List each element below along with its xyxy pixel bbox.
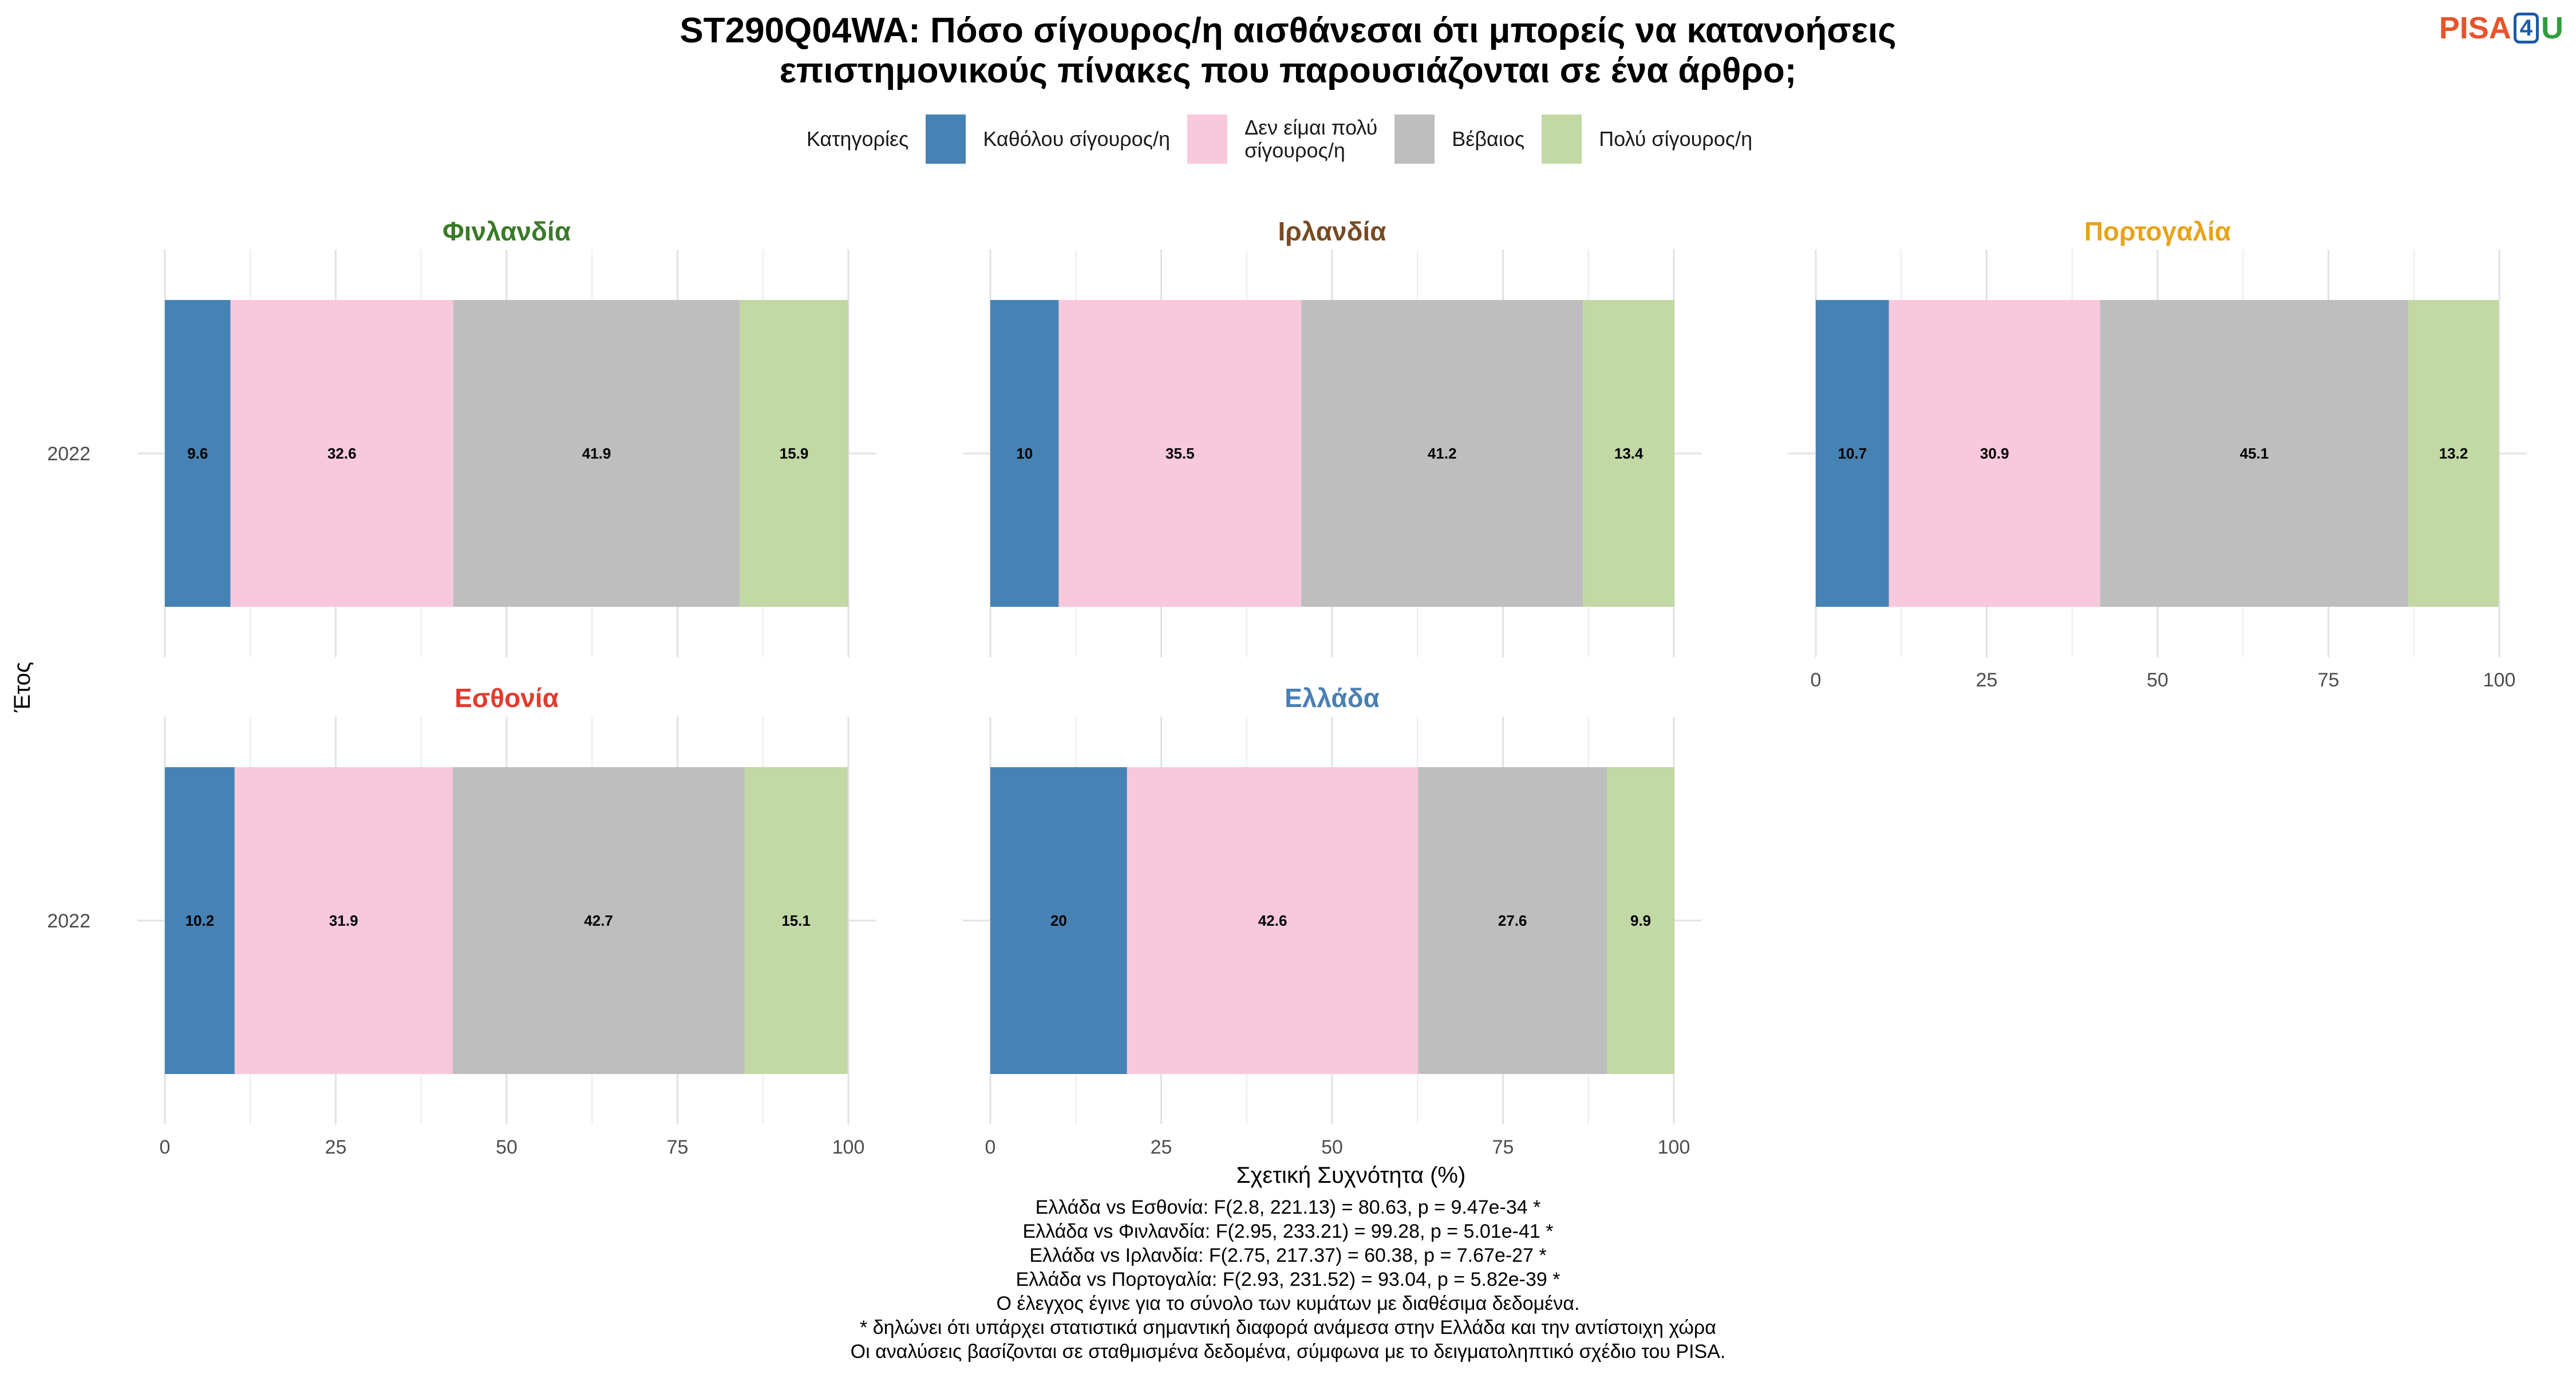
data-label: 45.1 [2240, 445, 2269, 462]
footnote-line: Οι αναλύσεις βασίζονται σε σταθμισμένα δ… [850, 1341, 1726, 1363]
legend-label: Βέβαιος [1452, 127, 1525, 151]
legend-label: Πολύ σίγουρος/η [1599, 127, 1753, 151]
bar-segment [1888, 300, 2100, 607]
data-label: 10 [1016, 445, 1033, 462]
data-label: 20 [1050, 912, 1067, 929]
data-label: 41.9 [582, 445, 611, 462]
data-label: 10.7 [1838, 445, 1867, 462]
legend-swatch [1394, 114, 1435, 164]
facet-panel: Εσθονία 10.2 31.9 42.7 15.1 2022 0 25 50 75 100 [47, 683, 876, 1158]
x-tick-label: 0 [160, 1136, 171, 1158]
footnote-line: Ελλάδα vs Φινλανδία: F(2.95, 233.21) = 9… [1022, 1221, 1554, 1242]
data-label: 13.2 [2439, 445, 2468, 462]
data-label: 27.6 [1498, 912, 1527, 929]
legend-item: Βέβαιος [1394, 114, 1524, 164]
bar-segment [165, 300, 231, 607]
bar-segment [1058, 300, 1302, 607]
legend-swatch [1542, 114, 1582, 164]
x-tick-label: 75 [2318, 669, 2340, 691]
footnote-line: Ελλάδα vs Ιρλανδία: F(2.75, 217.37) = 60… [1029, 1245, 1547, 1266]
footnote-line: Ελλάδα vs Πορτογαλία: F(2.93, 231.52) = … [1016, 1269, 1560, 1290]
bar-segment [740, 300, 848, 607]
data-label: 9.9 [1630, 912, 1651, 929]
footnote-line: * δηλώνει ότι υπάρχει στατιστικά σημαντι… [860, 1317, 1716, 1339]
facet-title: Πορτογαλία [2084, 216, 2231, 246]
footnote-line: Ο έλεγχος έγινε για το σύνολο των κυμάτω… [996, 1293, 1580, 1314]
logo-u-text: U [2541, 11, 2563, 45]
x-tick-label: 100 [832, 1136, 865, 1158]
bar-segment [165, 767, 235, 1074]
facet-title: Φινλανδία [442, 216, 571, 246]
bar-segment [230, 300, 453, 607]
data-label: 9.6 [187, 445, 208, 462]
legend-title: Κατηγορίες [806, 127, 909, 151]
bar-segment [1418, 767, 1607, 1074]
data-label: 42.7 [584, 912, 613, 929]
legend-item: Δεν είμαι πολύ σίγουρος/η [1187, 114, 1377, 164]
bar-segment [1127, 767, 1419, 1074]
x-tick-label: 25 [325, 1136, 347, 1158]
x-tick-label: 100 [1658, 1136, 1690, 1158]
chart-title-line-2: επιστημονικούς πίνακες που παρουσιάζοντα… [779, 51, 1797, 90]
x-tick-label: 75 [667, 1136, 689, 1158]
facet-title: Ελλάδα [1285, 683, 1380, 713]
x-tick-label: 25 [1151, 1136, 1172, 1158]
y-axis-title: Έτος [10, 662, 35, 713]
legend-item: Πολύ σίγουρος/η [1542, 114, 1752, 164]
x-tick-label: 50 [2147, 669, 2168, 691]
bar-segment [234, 767, 453, 1074]
bar-segment [1583, 300, 1675, 607]
bar-segment [990, 767, 1127, 1074]
footnotes: Ελλάδα vs Εσθονία: F(2.8, 221.13) = 80.6… [0, 1195, 2576, 1364]
bar-segment [2100, 300, 2409, 607]
bar-segment [1301, 300, 1583, 607]
data-label: 31.9 [329, 912, 358, 929]
facet-panel: Φινλανδία 9.6 32.6 41.9 15.9 2022 [47, 216, 876, 657]
bar-segment [990, 300, 1059, 607]
legend-label: Δεν είμαι πολύ σίγουρος/η [1244, 116, 1378, 162]
data-label: 32.6 [327, 445, 357, 462]
data-label: 15.1 [781, 912, 811, 929]
legend: Κατηγορίες Καθόλου σίγουρος/η Δεν είμαι π… [0, 114, 2576, 164]
facet-title: Ιρλανδία [1278, 216, 1386, 246]
logo-pisa-text: PISA [2439, 11, 2511, 45]
bar-segment [1816, 300, 1889, 607]
x-tick-label: 50 [1321, 1136, 1343, 1158]
bar-segment [452, 767, 745, 1074]
chart-title-line-1: ST290Q04WA: Πόσο σίγουρος/η αισθάνεσαι ό… [679, 11, 1897, 50]
facet-panel: Πορτογαλία 10.7 30.9 45.1 13.2 0 25 50 75 100 [1788, 216, 2527, 691]
facet-panel: Ιρλανδία 10 35.5 41.2 13.4 [963, 216, 1701, 657]
legend-label: Καθόλου σίγουρος/η [983, 127, 1171, 151]
y-tick-label: 2022 [47, 443, 90, 465]
footnote-line: Ελλάδα vs Εσθονία: F(2.8, 221.13) = 80.6… [1035, 1197, 1541, 1218]
pisa4u-logo: PISA 4 U [2439, 10, 2563, 46]
bar-segment [2408, 300, 2499, 607]
data-label: 30.9 [1980, 445, 2009, 462]
bar-segment [744, 767, 848, 1074]
data-label: 10.2 [185, 912, 215, 929]
facet-title: Εσθονία [455, 683, 559, 713]
legend-item: Καθόλου σίγουρος/η [926, 114, 1170, 164]
x-tick-label: 75 [1492, 1136, 1514, 1158]
data-label: 13.4 [1614, 445, 1643, 462]
bar-segment [453, 300, 740, 607]
x-tick-label: 25 [1976, 669, 1998, 691]
legend-swatch [1187, 114, 1228, 164]
data-label: 41.2 [1428, 445, 1457, 462]
logo-four-badge: 4 [2513, 13, 2539, 44]
x-tick-label: 50 [496, 1136, 517, 1158]
x-tick-label: 100 [2483, 669, 2516, 691]
data-label: 15.9 [780, 445, 809, 462]
x-tick-label: 0 [1811, 669, 1822, 691]
data-label: 42.6 [1258, 912, 1287, 929]
y-tick-label: 2022 [47, 910, 90, 932]
legend-swatch [926, 114, 966, 164]
x-tick-label: 0 [985, 1136, 996, 1158]
facet-panel: Ελλάδα 20 42.6 27.6 9.9 0 25 50 75 100 [963, 683, 1701, 1158]
x-axis-title: Σχετική Συχνότητα (%) [1236, 1163, 1466, 1188]
data-label: 35.5 [1165, 445, 1195, 462]
bar-segment [1606, 767, 1675, 1074]
